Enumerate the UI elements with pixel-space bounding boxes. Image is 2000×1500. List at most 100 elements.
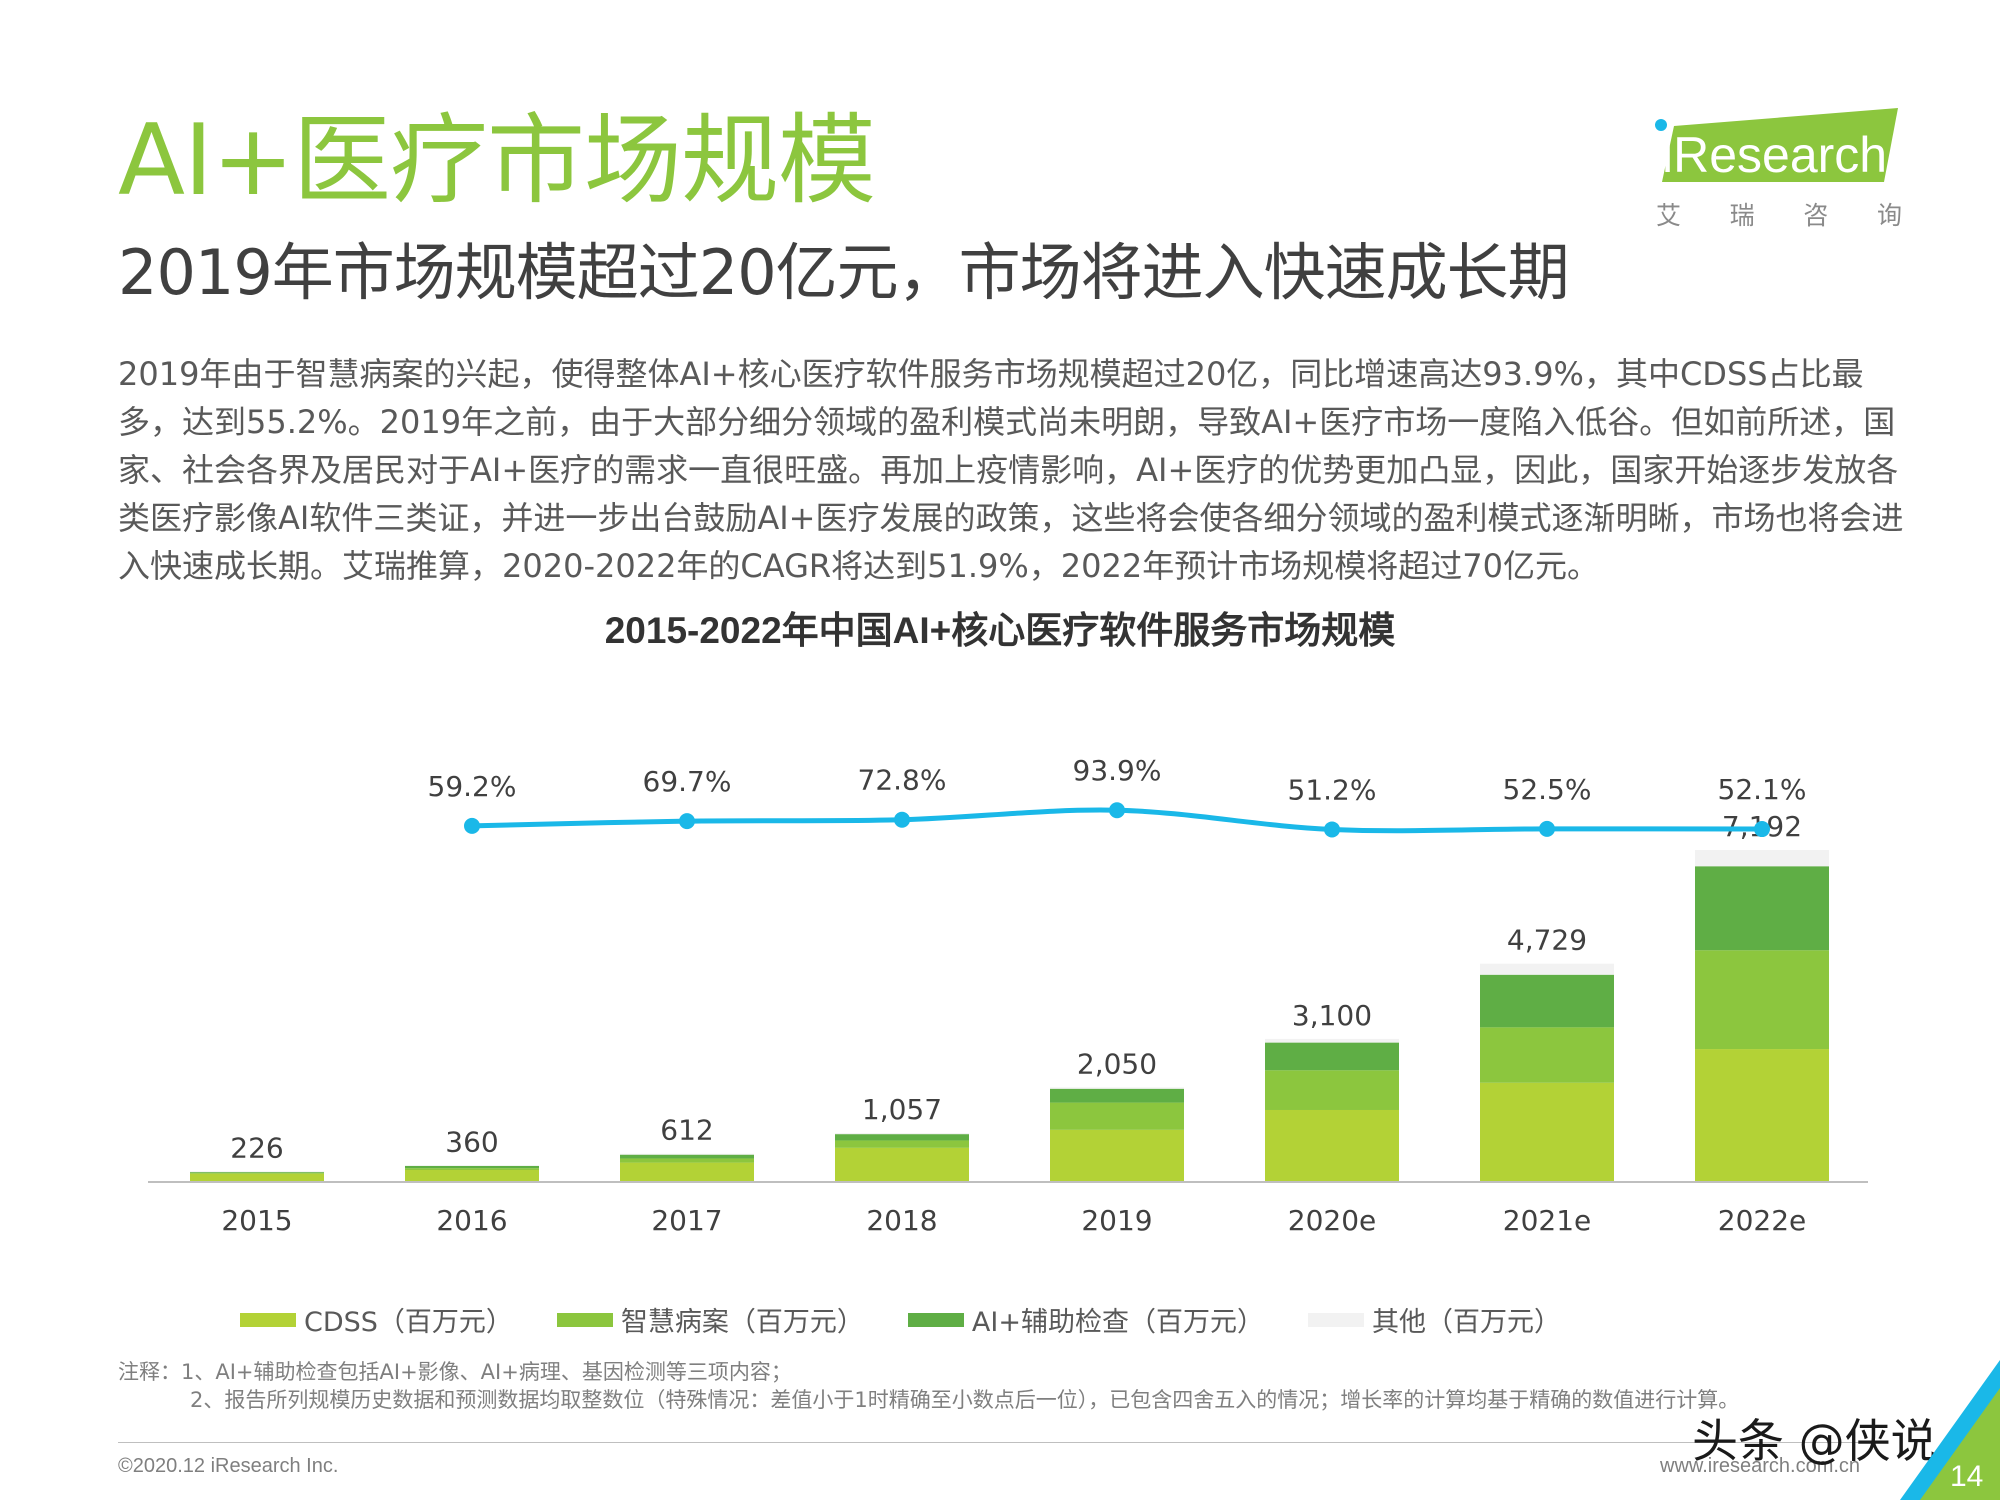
bar-other-2021e [1480,963,1614,975]
bar-cdss-2018 [835,1147,969,1182]
x-tick-label-2017: 2017 [651,1204,722,1237]
growth-point-2022e [1754,821,1770,838]
growth-point-2020e [1324,821,1340,838]
legend-swatch-smart-records [556,1312,613,1327]
growth-line-layer: 59.2% 69.7% 72.8% 93.9% 51.2% 52.5% 52.1% [428,754,1807,838]
bars-layer [190,850,1829,1182]
legend-item-smart-records: 智慧病案（百万元） [556,1300,864,1339]
growth-point-2016 [464,817,480,834]
growth-label-2019: 93.9% [1073,754,1162,787]
growth-label-2020e: 51.2% [1288,773,1377,806]
legend-item-other: 其他（百万元） [1307,1300,1561,1339]
growth-label-2016: 59.2% [428,770,517,803]
bar-cdss-2021e [1480,1082,1614,1182]
logo-dot [1655,119,1667,131]
legend-label-smart-records: 智慧病案（百万元） [620,1307,864,1338]
bar-other-2017 [620,1153,754,1155]
bar-smart-records-2022e [1695,950,1829,1050]
bar-smart-records-2016 [405,1168,539,1170]
page-title: AI+医疗市场规模 [118,104,876,218]
x-tick-label-2019: 2019 [1081,1204,1152,1237]
x-tick-label-2020e: 2020e [1288,1204,1376,1237]
growth-point-2018 [894,811,910,828]
bar-ai-assisted-exam-2016 [405,1165,539,1169]
bar-ai-assisted-exam-2022e [1695,866,1829,951]
bar-cdss-2020e [1265,1109,1399,1182]
growth-label-2021e: 52.5% [1503,773,1592,806]
page-number: 14 [1950,1460,1984,1493]
website-link[interactable]: www.iresearch.com.cn [1660,1455,1861,1477]
x-tick-label-2016: 2016 [436,1204,507,1237]
bar-other-2019 [1050,1087,1184,1089]
bar-smart-records-2015 [190,1172,324,1174]
bar-ai-assisted-exam-2019 [1050,1088,1184,1103]
growth-point-2017 [679,813,695,830]
x-tick-label-2022e: 2022e [1718,1204,1806,1237]
total-label-2015: 226 [230,1132,283,1165]
logo-banner [1662,108,1898,182]
bar-ai-assisted-exam-2015 [190,1171,324,1173]
growth-point-2019 [1109,802,1125,819]
logo-char: 瑞 [1729,201,1755,230]
logo-text: iResearch [1662,127,1887,183]
logo-char: 艾 [1656,201,1682,230]
total-label-2019: 2,050 [1077,1047,1157,1080]
growth-point-2021e [1539,820,1555,837]
legend-label-other: 其他（百万元） [1371,1307,1561,1338]
body-paragraph: 2019年由于智慧病案的兴起，使得整体AI+核心医疗软件服务市场规模超过20亿，… [118,355,1904,585]
chart-title: 2015-2022年中国AI+核心医疗软件服务市场规模 [604,610,1396,651]
bar-cdss-2016 [405,1169,539,1182]
note-line-1: 注释：1、AI+辅助检查包括AI+影像、AI+病理、基因检测等三项内容； [118,1360,792,1384]
total-label-2021e: 4,729 [1507,924,1587,957]
growth-label-2017: 69.7% [643,765,732,798]
total-label-2017: 612 [660,1114,713,1147]
legend-label-cdss: CDSS（百万元） [304,1307,513,1338]
corner-decoration [1900,1360,2000,1500]
bar-other-2016 [405,1165,539,1166]
logo-char: 询 [1876,201,1902,230]
bar-ai-assisted-exam-2021e [1480,974,1614,1028]
bar-cdss-2022e [1695,1049,1829,1182]
notes: 注释：1、AI+辅助检查包括AI+影像、AI+病理、基因检测等三项内容； 2、报… [118,1358,1739,1414]
bar-other-2020e [1265,1038,1399,1043]
legend-swatch-cdss [240,1312,296,1327]
legend-item-ai-assisted-exam: AI+辅助检查（百万元） [907,1300,1264,1339]
bar-other-2018 [835,1133,969,1135]
iresearch-logo: iResearch [1655,108,1898,183]
corner-green-triangle [1920,1388,2000,1500]
note-line-2: 2、报告所列规模历史数据和预测数据均取整数位（特殊情况：差值小于1时精确至小数点… [190,1388,1740,1412]
page-subtitle: 2019年市场规模超过20亿元，市场将进入快速成长期 [118,236,1570,309]
legend-label-ai-assisted-exam: AI+辅助检查（百万元） [971,1307,1264,1338]
bar-smart-records-2017 [620,1158,754,1163]
bar-other-2015 [190,1171,324,1173]
bar-smart-records-2018 [835,1140,969,1148]
bar-smart-records-2019 [1050,1102,1184,1130]
bar-smart-records-2020e [1265,1070,1399,1110]
bar-cdss-2019 [1050,1129,1184,1182]
total-label-2020e: 3,100 [1292,999,1372,1032]
footer-divider [118,1442,1888,1443]
bar-ai-assisted-exam-2018 [835,1134,969,1141]
bar-cdss-2017 [620,1162,754,1182]
bar-ai-assisted-exam-2020e [1265,1042,1399,1071]
logo-chinese-name: 艾 瑞 咨 询 [1656,196,1902,232]
x-tick-label-2018: 2018 [866,1204,937,1237]
bar-cdss-2015 [190,1173,324,1182]
bar-other-2022e [1695,850,1829,867]
x-tick-labels: 2015 2016 2017 2018 2019 2020e 2021e 2022e [221,1204,1806,1237]
legend-swatch-other [1307,1312,1364,1327]
logo-char: 咨 [1803,201,1829,230]
bar-ai-assisted-exam-2017 [620,1154,754,1159]
total-label-2016: 360 [445,1125,498,1158]
growth-label-2018: 72.8% [858,764,947,797]
x-tick-label-2021e: 2021e [1503,1204,1591,1237]
chart-legend: CDSS（百万元） 智慧病案（百万元） AI+辅助检查（百万元） 其他（百万元） [240,1300,1561,1339]
x-tick-label-2015: 2015 [221,1204,292,1237]
growth-label-2022e: 52.1% [1718,773,1807,806]
watermark: 头条 @侠说 [1692,1414,1937,1468]
copyright: ©2020.12 iResearch Inc. [118,1455,339,1477]
legend-swatch-ai-assisted-exam [907,1312,964,1327]
bar-smart-records-2021e [1480,1027,1614,1083]
total-label-2018: 1,057 [862,1093,942,1126]
